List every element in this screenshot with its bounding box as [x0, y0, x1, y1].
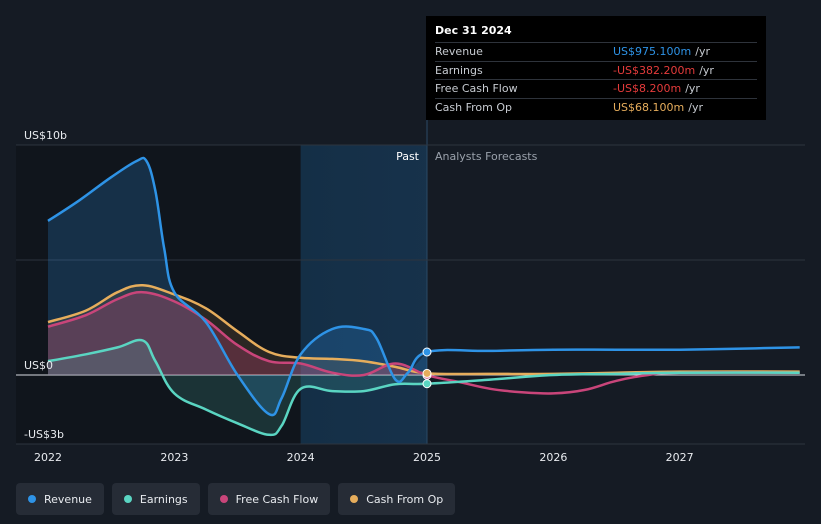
tooltip-row-earnings: Earnings -US$382.200m /yr [435, 60, 757, 80]
line-revenue [47, 156, 800, 417]
tooltip-row-cash-from-op: Cash From Op US$68.100m /yr [435, 97, 757, 117]
tooltip-date: Dec 31 2024 [435, 24, 512, 37]
data-tooltip: Dec 31 2024 Revenue US$975.100m /yr Earn… [426, 16, 766, 120]
legend-label: Free Cash Flow [235, 492, 319, 506]
tooltip-unit: /yr [685, 82, 700, 96]
tooltip-row-revenue: Revenue US$975.100m /yr [435, 42, 757, 61]
line-earnings [47, 338, 800, 437]
y-tick-label: US$10b [24, 129, 67, 142]
tooltip-value: -US$382.200m [613, 63, 696, 77]
legend-dot-icon [350, 495, 359, 503]
area-earnings [48, 339, 427, 435]
tooltip-unit: /yr [695, 45, 710, 59]
x-tick-label: 2023 [160, 451, 188, 464]
marker-cash-from-op [422, 368, 432, 378]
tooltip-row-free-cash-flow: Free Cash Flow -US$8.200m /yr [435, 79, 757, 98]
legend-label: Cash From Op [366, 492, 444, 506]
tooltip-label: Revenue [435, 45, 483, 59]
past-label: Past [396, 150, 420, 163]
tooltip-value: US$975.100m [613, 45, 692, 59]
past-region-band [300, 145, 427, 444]
line-free-cash-flow [47, 290, 800, 395]
legend-label: Earnings [139, 492, 188, 506]
marker-revenue [422, 347, 432, 357]
legend-item-earnings[interactable]: Earnings [111, 483, 200, 515]
legend-dot-icon [123, 495, 132, 503]
forecast-label: Analysts Forecasts [435, 150, 538, 163]
tooltip-value: -US$8.200m [613, 82, 682, 96]
marker-earnings [422, 379, 432, 389]
legend-item-revenue[interactable]: Revenue [16, 483, 104, 515]
tooltip-unit: /yr [688, 100, 703, 114]
x-tick-label: 2026 [539, 451, 567, 464]
tooltip-value: US$68.100m [613, 100, 685, 114]
legend-dot-icon [28, 495, 36, 503]
area-cash-from-op [48, 285, 427, 375]
legend-item-cash-from-op[interactable]: Cash From Op [338, 483, 456, 515]
tooltip-label: Free Cash Flow [435, 82, 518, 96]
legend-dot-icon [219, 495, 228, 503]
area-free-cash-flow [48, 292, 427, 376]
x-tick-label: 2025 [413, 451, 441, 464]
x-tick-label: 2027 [666, 451, 694, 464]
legend: Revenue Earnings Free Cash Flow Cash Fro… [16, 483, 456, 515]
tooltip-label: Cash From Op [435, 100, 513, 114]
x-tick-label: 2022 [34, 451, 62, 464]
x-tick-label: 2024 [287, 451, 315, 464]
y-tick-label: -US$3b [24, 428, 64, 441]
tooltip-unit: /yr [699, 63, 714, 77]
area-revenue [48, 157, 427, 416]
y-tick-label: US$0 [24, 359, 53, 372]
legend-label: Revenue [44, 492, 92, 506]
tooltip-label: Earnings [435, 63, 483, 77]
legend-item-free-cash-flow[interactable]: Free Cash Flow [207, 483, 331, 515]
